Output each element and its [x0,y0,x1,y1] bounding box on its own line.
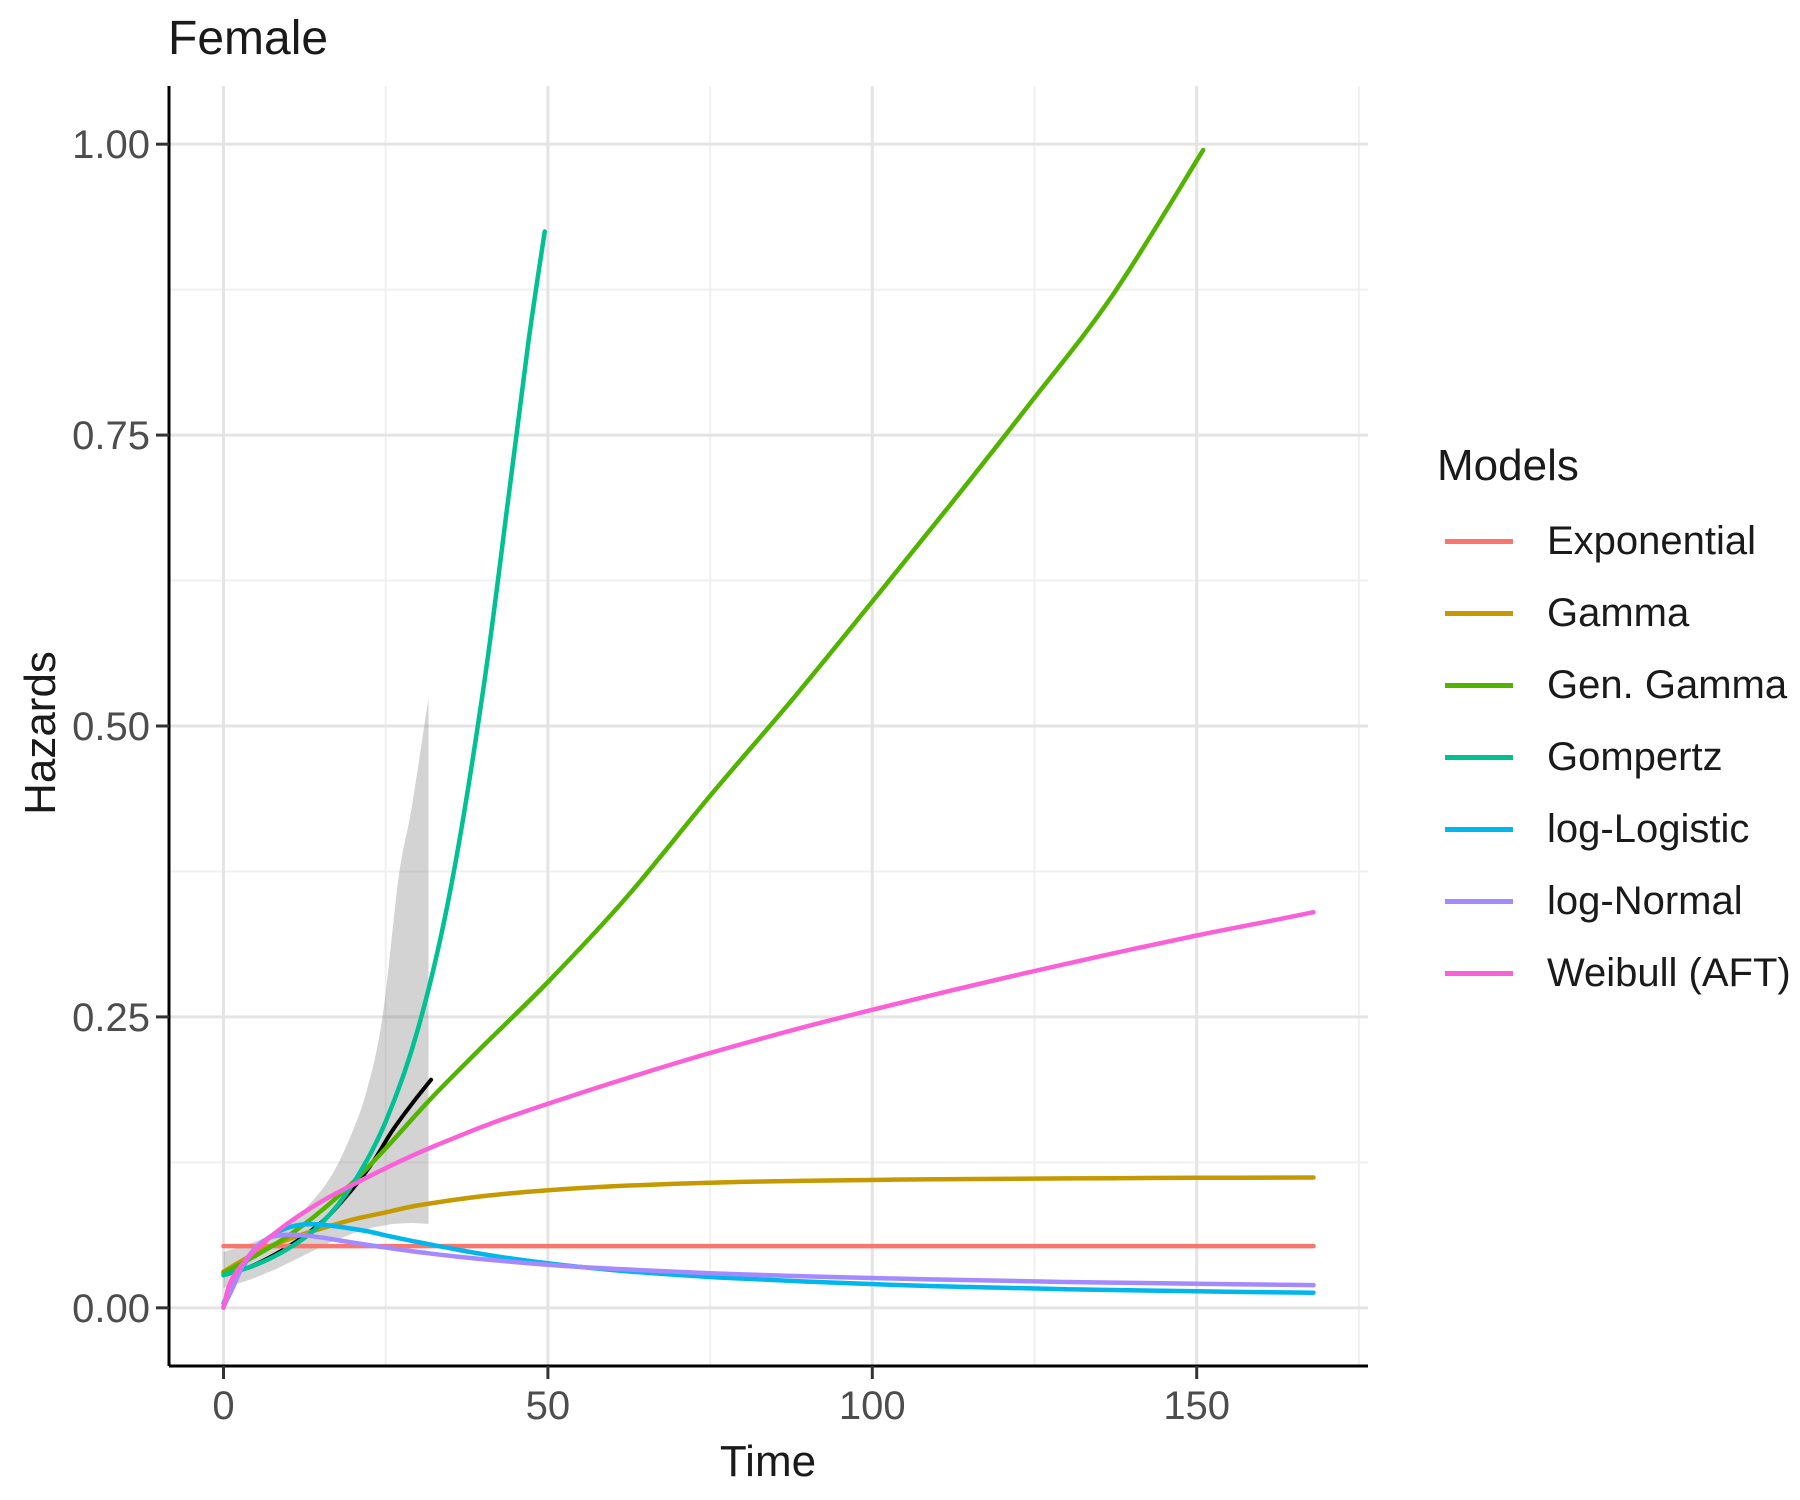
legend-key-line-log-normal [1445,898,1513,904]
y-tick-label: 1.00 [72,123,150,167]
legend-item-gamma: Gamma [1437,577,1791,649]
legend-key-line-weibull-aft [1445,970,1513,976]
legend-label-gompertz: Gompertz [1547,734,1723,779]
legend-key-line-exponential [1445,538,1513,544]
legend-item-gen-gamma: Gen. Gamma [1437,649,1791,721]
x-tick-label: 100 [839,1384,906,1428]
legend-item-exponential: Exponential [1437,505,1791,577]
legend-label-exponential: Exponential [1547,518,1757,563]
legend-title: Models [1437,441,1579,490]
series-line-log-logistic [221,1221,1316,1306]
legend-label-gen-gamma: Gen. Gamma [1547,662,1788,707]
plot-title: Female [168,12,329,65]
legend-key-line-gamma [1445,610,1513,616]
x-tick-label: 50 [526,1384,571,1428]
y-tick-label: 0.00 [72,1287,150,1331]
x-tick-label: 0 [212,1384,234,1428]
legend-key-line-gen-gamma [1445,682,1513,688]
legend-label-log-normal: log-Normal [1547,878,1743,923]
legend-item-gompertz: Gompertz [1437,721,1791,793]
x-tick-label: 150 [1163,1384,1230,1428]
legend-label-weibull-aft: Weibull (AFT) [1547,950,1791,995]
legend-key-line-log-logistic [1445,826,1513,832]
legend-label-gamma: Gamma [1547,590,1690,635]
y-tick-label: 0.75 [72,414,150,458]
x-axis-title: Time [719,1437,817,1486]
y-axis-title: Hazards [16,651,65,815]
series-line-gen-gamma [221,147,1206,1276]
y-tick-label: 0.50 [72,705,150,749]
legend-label-log-logistic: log-Logistic [1547,806,1750,851]
legend-item-log-normal: log-Normal [1437,865,1791,937]
legend-key-line-gompertz [1445,754,1513,760]
series-line-gamma [221,1175,1316,1274]
y-tick-label: 0.25 [72,996,150,1040]
legend: Models Exponential Gamma Gen. Gamma Gompert… [1437,441,1791,1009]
series-line-weibull-aft [221,909,1316,1311]
legend-items: Exponential Gamma Gen. Gamma Gompertz log-Lo… [1437,505,1791,1009]
legend-item-log-logistic: log-Logistic [1437,793,1791,865]
legend-item-weibull-aft: Weibull (AFT) [1437,937,1791,1009]
series-line-gompertz [221,229,547,1278]
